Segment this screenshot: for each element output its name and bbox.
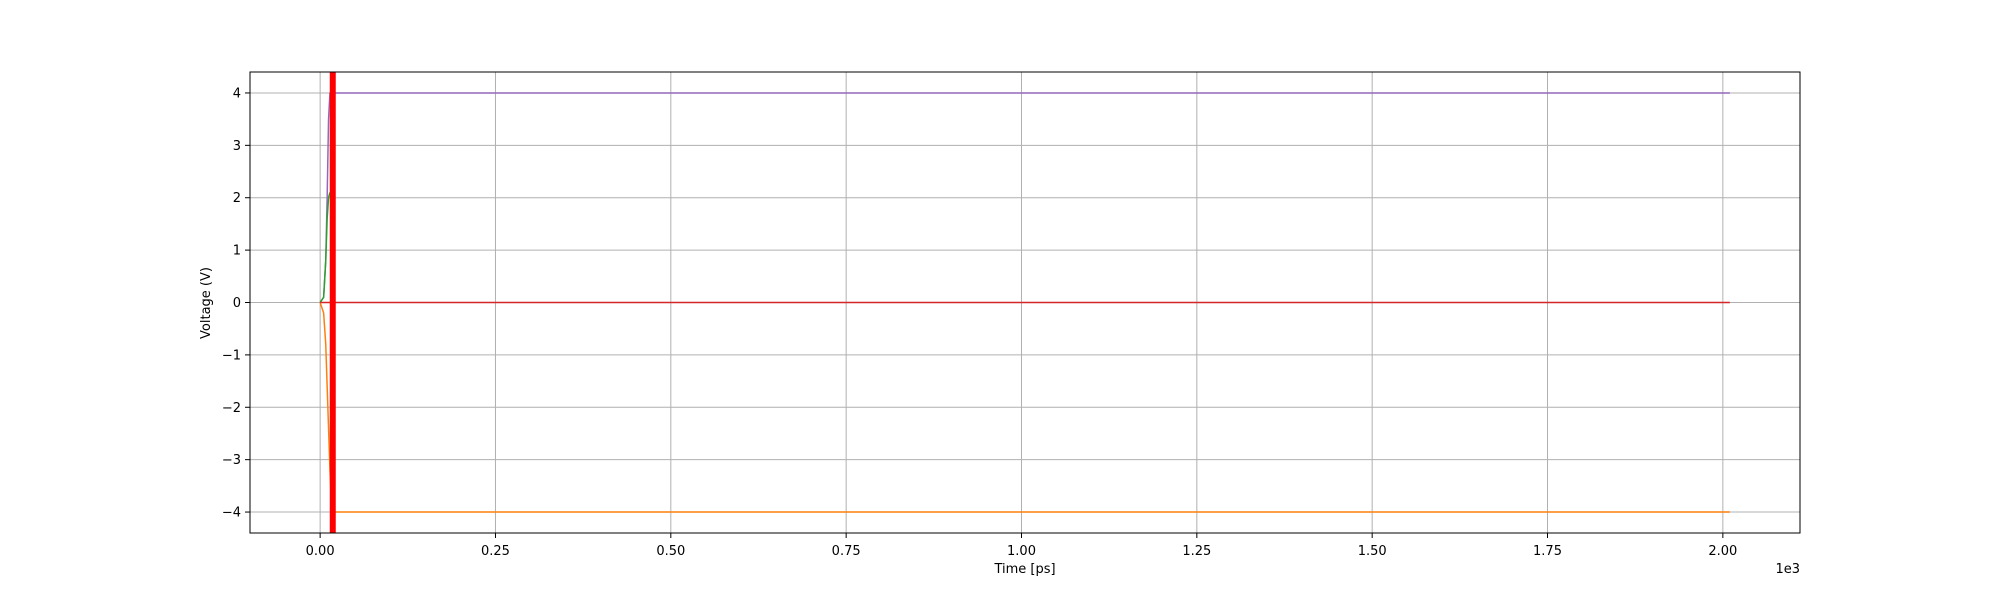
x-tick-label: 0.00: [306, 544, 335, 559]
x-tick-label: 0.25: [481, 544, 510, 559]
x-axis-label: Time [ps]: [993, 562, 1055, 577]
x-tick-label: 1.50: [1358, 544, 1387, 559]
y-tick-label: −3: [222, 453, 241, 468]
x-tick-label: 1.75: [1533, 544, 1562, 559]
y-tick-label: 3: [233, 139, 241, 154]
y-axis-ticks: 4 3 2 1 0 −1 −2 −3 −4: [222, 86, 250, 521]
y-tick-label: −2: [222, 401, 241, 416]
y-tick-label: 2: [233, 191, 241, 206]
x-tick-label: 0.50: [656, 544, 685, 559]
y-tick-label: 1: [233, 244, 241, 259]
x-axis-offset-label: 1e3: [1775, 562, 1800, 577]
y-tick-label: 0: [233, 296, 241, 311]
y-tick-label: −1: [222, 348, 241, 363]
series-line-2: [319, 192, 331, 303]
y-tick-label: −4: [222, 506, 241, 521]
x-tick-label: 2.00: [1708, 544, 1737, 559]
x-axis-ticks: 0.00 0.25 0.50 0.75 1.00 1.25 1.50 1.75 2.00: [306, 533, 1737, 559]
y-axis-label: Voltage (V): [199, 267, 214, 339]
x-tick-label: 1.00: [1007, 544, 1036, 559]
x-tick-label: 1.25: [1182, 544, 1211, 559]
y-tick-label: 4: [233, 86, 241, 101]
x-tick-label: 0.75: [832, 544, 861, 559]
